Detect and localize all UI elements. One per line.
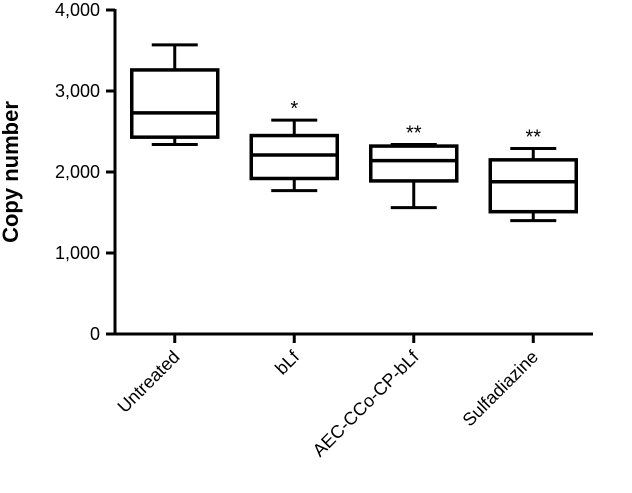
box-2: **: [369, 122, 459, 210]
box-3: **: [488, 127, 578, 223]
y-axis: 0 1,000 2,000 3,000 4,000: [55, 0, 117, 344]
significance-label: *: [290, 98, 298, 120]
y-tick-label: 4,000: [55, 0, 100, 20]
iqr-box: [130, 68, 220, 139]
x-tick-label: AEC-CCo-CP-bLf: [309, 346, 424, 461]
x-tick-label: Untreated: [114, 347, 184, 417]
iqr-box: [369, 144, 459, 183]
significance-label: **: [406, 122, 422, 144]
x-axis: Untreated bLf AEC-CCo-CP-bLf Sulfadiazine: [113, 332, 593, 461]
y-tick-label: 1,000: [55, 243, 100, 263]
iqr-box: [249, 133, 339, 181]
iqr-box: [488, 158, 578, 214]
box-0: [130, 43, 220, 146]
box-1: *: [249, 98, 339, 193]
x-tick-label: bLf: [271, 346, 304, 379]
x-tick-label: Sulfadiazine: [459, 347, 542, 430]
y-tick-label: 2,000: [55, 162, 100, 182]
significance-label: **: [525, 127, 541, 149]
y-axis-label: Copy number: [0, 101, 23, 243]
box-series: *** **: [130, 43, 578, 223]
y-tick-label: 3,000: [55, 81, 100, 101]
y-tick-label: 0: [90, 324, 100, 344]
